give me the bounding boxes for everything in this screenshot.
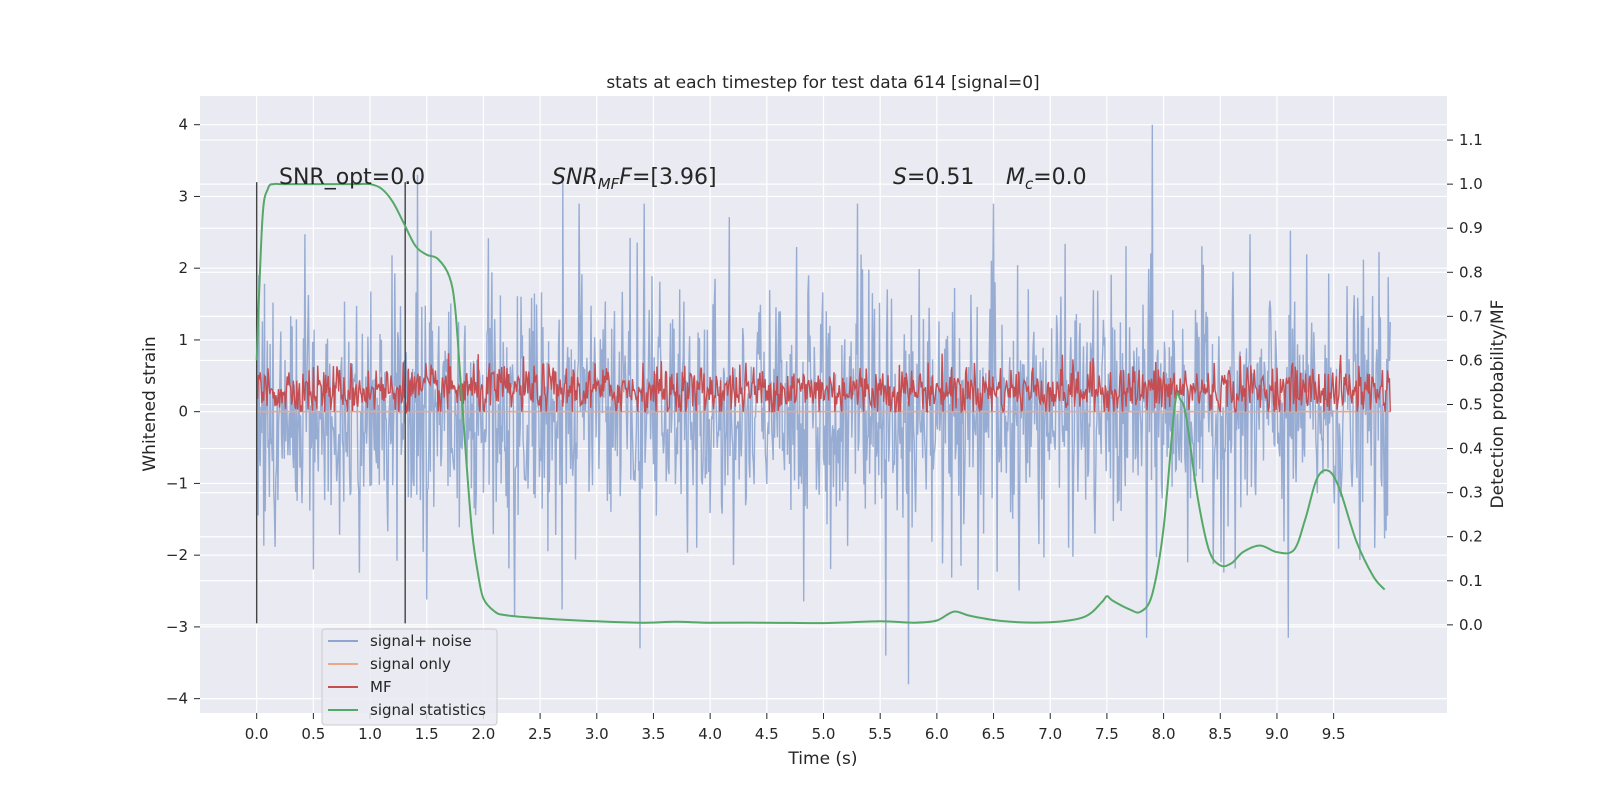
- y2-tick-label: 0.4: [1459, 440, 1483, 458]
- annotation-mc: Mc=0.0: [1006, 165, 1087, 193]
- x-axis-title: Time (s): [787, 749, 857, 769]
- x-tick-label: 9.0: [1265, 725, 1289, 743]
- x-tick-label: 8.5: [1208, 725, 1232, 743]
- x-tick-label: 2.5: [528, 725, 552, 743]
- y2-tick-label: 0.9: [1459, 219, 1483, 237]
- annotation-snr-mf: SNRMFF=[3.96]: [552, 165, 717, 193]
- y2-tick-label: 1.1: [1459, 131, 1483, 149]
- y-tick-label: 3: [178, 187, 188, 205]
- annotation-snr-mf-value: =[3.96]: [632, 165, 717, 190]
- y-tick-label: −4: [166, 690, 188, 708]
- annotation-mc-value: =0.0: [1033, 165, 1086, 190]
- annotation-snr-mf-sub: MF: [598, 175, 620, 193]
- series-signal-noise-line: [256, 124, 1391, 685]
- y2-tick-label: 0.8: [1459, 263, 1483, 281]
- annotation-snr-mf-f: F: [619, 165, 632, 190]
- y-tick-label: 2: [178, 259, 188, 277]
- x-tick-label: 2.0: [471, 725, 495, 743]
- legend-label-signal-noise: signal+ noise: [370, 632, 472, 650]
- x-tick-label: 1.5: [415, 725, 439, 743]
- x-tick-label: 3.0: [585, 725, 609, 743]
- x-tick-label: 3.5: [642, 725, 666, 743]
- annotation-s-value: =0.51: [907, 165, 974, 190]
- x-tick-label: 6.0: [925, 725, 949, 743]
- x-tick-label: 5.5: [868, 725, 892, 743]
- x-tick-label: 4.5: [755, 725, 779, 743]
- legend-label-signal-only: signal only: [370, 655, 451, 673]
- x-tick-label: 6.5: [982, 725, 1006, 743]
- x-tick-label: 0.0: [245, 725, 269, 743]
- x-tick-label: 5.0: [812, 725, 836, 743]
- legend: signal+ noise signal only MF signal stat…: [321, 628, 498, 726]
- annotations: SNR_opt=0.0 SNRMFF=[3.96] S=0.51 Mc=0.0: [279, 165, 1087, 193]
- x-tick-label: 0.5: [301, 725, 325, 743]
- y2-tick-label: 0.2: [1459, 528, 1483, 546]
- y2-tick-label: 0.5: [1459, 396, 1483, 414]
- x-tick-label: 8.0: [1152, 725, 1176, 743]
- series-signal-statistics-line: [255, 182, 1386, 625]
- legend-label-mf: MF: [370, 678, 392, 696]
- legend-label-signal-statistics: signal statistics: [370, 701, 486, 719]
- y2-tick-label: 1.0: [1459, 175, 1483, 193]
- y-tick-label: 0: [178, 403, 188, 421]
- series-mf-line: [256, 353, 1391, 415]
- legend-box: [321, 628, 498, 726]
- x-tick-label: 4.0: [698, 725, 722, 743]
- y2-tick-label: 0.0: [1459, 616, 1483, 634]
- y-tick-label: −3: [166, 618, 188, 636]
- y-tick-label: 4: [178, 116, 188, 134]
- y2-axis-title: Detection probability/MF: [1488, 300, 1508, 509]
- x-tick-label: 9.5: [1322, 725, 1346, 743]
- y-tick-label: −1: [166, 474, 188, 492]
- x-tick-label: 7.5: [1095, 725, 1119, 743]
- y-axis-title: Whitened strain: [140, 336, 160, 471]
- y-tick-label: −2: [166, 546, 188, 564]
- annotation-snr-mf-label: SNR: [552, 165, 598, 190]
- y2-tick-label: 0.6: [1459, 351, 1483, 369]
- annotation-s: S=0.51: [893, 165, 974, 190]
- tick-labels: 0.0 0.5 1.0 1.5 2.0 2.5 3.0 3.5 4.0 4.5 5.0 5.5 6.0 6…: [166, 116, 1483, 743]
- annotation-s-label: S: [893, 165, 907, 190]
- plot-area: [255, 124, 1391, 685]
- annotation-mc-sub: c: [1025, 175, 1034, 193]
- y2-tick-label: 0.1: [1459, 572, 1483, 590]
- annotation-mc-label: M: [1006, 165, 1025, 190]
- x-tick-label: 1.0: [358, 725, 382, 743]
- y-tick-label: 1: [178, 331, 188, 349]
- y2-tick-label: 0.3: [1459, 484, 1483, 502]
- x-tick-label: 7.0: [1038, 725, 1062, 743]
- annotation-snr-opt: SNR_opt=0.0: [279, 165, 425, 190]
- y2-tick-label: 0.7: [1459, 307, 1483, 325]
- chart-title: stats at each timestep for test data 614…: [606, 73, 1039, 93]
